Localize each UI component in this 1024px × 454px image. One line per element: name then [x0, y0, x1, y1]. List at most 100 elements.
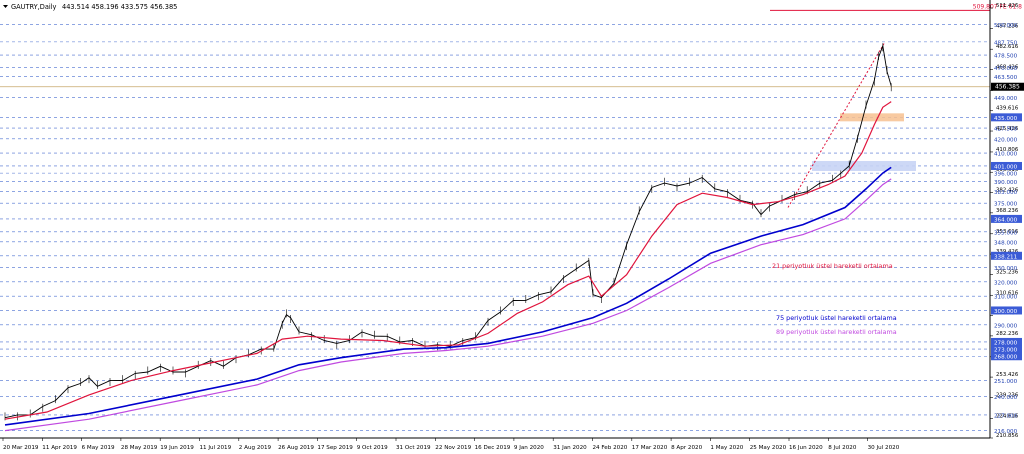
level-label-bg — [991, 214, 1022, 223]
time-tick-label: 17 Sep 2019 — [317, 445, 353, 451]
level-label: 251.000 — [994, 379, 1018, 385]
level-label: 420.000 — [994, 137, 1018, 143]
time-tick-label: 8 Jul 2020 — [828, 445, 857, 451]
level-label: 487.750 — [994, 40, 1018, 46]
time-tick-label: 8 Apr 2020 — [671, 445, 702, 451]
level-label: 348.000 — [994, 240, 1018, 246]
time-tick-label: 16 Jun 2020 — [789, 445, 823, 451]
ohlc-label: 443.514 458.196 433.575 456.385 — [62, 3, 177, 11]
price-tick-label: 353.616 — [996, 229, 1019, 235]
time-tick-label: 1 May 2020 — [710, 445, 743, 451]
time-tick-label: 25 May 2020 — [750, 445, 787, 451]
legend: 21 periyotluk üstel hareketli ortalama 7… — [772, 262, 897, 336]
legend-ema21: 21 periyotluk üstel hareketli ortalama — [772, 262, 893, 270]
level-label: 273.000 — [994, 348, 1018, 354]
level-label: 478.500 — [994, 54, 1018, 60]
price-tick-label: 439.616 — [996, 106, 1019, 112]
level-label: 435.000 — [994, 116, 1018, 122]
chevron-down-icon[interactable] — [3, 5, 8, 8]
price-tick-label: 410.806 — [996, 147, 1019, 153]
symbol-label: GAUTRY,Daily — [11, 3, 57, 11]
level-label: 410.000 — [994, 152, 1018, 158]
level-label: 500.000 — [994, 23, 1018, 29]
level-label: 364.000 — [994, 217, 1018, 223]
price-tick-label: 482.616 — [996, 44, 1019, 50]
level-label: 401.000 — [994, 164, 1018, 170]
ma-line-1 — [4, 101, 892, 420]
chart-header: GAUTRY,Daily 443.514 458.196 433.575 456… — [3, 3, 177, 11]
time-tick-label: 24 Feb 2020 — [593, 445, 628, 451]
legend-ema89: 89 periyotluk üstel hareketli ortalama — [776, 328, 897, 336]
support-band — [812, 160, 916, 171]
price-tick-label: 468.426 — [996, 65, 1019, 71]
ma-line-2 — [4, 166, 892, 426]
time-tick-label: 30 Jul 2020 — [868, 445, 900, 451]
time-tick-label: 22 Nov 2019 — [435, 445, 471, 451]
level-label: 449.000 — [994, 96, 1018, 102]
level-label-bg — [991, 251, 1022, 260]
level-label-bg — [991, 113, 1022, 122]
price-tick-label: 396.616 — [996, 167, 1019, 173]
level-label: 338.211 — [994, 254, 1018, 260]
price-tick-label: 253.426 — [996, 372, 1019, 378]
moving-averages — [4, 101, 892, 432]
time-tick-label: 9 Jan 2020 — [514, 445, 544, 451]
time-tick-label: 28 May 2019 — [121, 445, 158, 451]
time-tick-label: 17 Mar 2020 — [632, 445, 668, 451]
level-label: 427.500 — [994, 127, 1018, 133]
level-label-bg — [991, 345, 1022, 354]
level-label: 396.000 — [994, 172, 1018, 178]
level-label: 268.000 — [994, 355, 1018, 361]
level-label: 390.000 — [994, 180, 1018, 186]
price-tick-label: 425.426 — [996, 126, 1019, 132]
fibonacci-expansion: 509.807 FE 61.8 — [770, 3, 1022, 208]
level-label-bg — [991, 352, 1022, 361]
current-price-label: 456.385 — [995, 84, 1020, 91]
level-label-bg — [991, 337, 1022, 346]
level-label: 227.000 — [994, 413, 1018, 419]
time-tick-label: 31 Jan 2020 — [553, 445, 587, 451]
time-tick-label: 6 May 2019 — [82, 445, 115, 451]
level-label: 216.000 — [994, 429, 1018, 435]
level-label: 300.000 — [994, 309, 1018, 315]
time-tick-label: 16 Dec 2019 — [475, 445, 511, 451]
level-label: 463.500 — [994, 75, 1018, 81]
resistance-band — [840, 113, 904, 122]
level-label: 240.000 — [994, 395, 1018, 401]
time-tick-label: 11 Apr 2019 — [42, 445, 77, 451]
level-label: 310.000 — [994, 295, 1018, 301]
time-tick-label: 11 Jul 2019 — [200, 445, 232, 451]
level-label-bg — [991, 161, 1022, 170]
ma-line-3 — [4, 178, 892, 432]
time-tick-label: 26 Aug 2019 — [278, 445, 314, 451]
time-tick-label: 9 Oct 2019 — [357, 445, 388, 451]
price-tick-label: 239.236 — [996, 392, 1019, 398]
price-tick-label: 497.236 — [996, 23, 1019, 29]
level-label: 383.000 — [994, 190, 1018, 196]
current-price-badge — [991, 82, 1024, 91]
support-resistance-bands — [812, 113, 916, 171]
level-label: 290.000 — [994, 323, 1018, 329]
level-label: 320.000 — [994, 280, 1018, 286]
time-tick-label: 2 Aug 2019 — [239, 445, 272, 451]
price-tick-label: 310.616 — [996, 290, 1019, 296]
time-tick-label: 31 Oct 2019 — [396, 445, 431, 451]
price-tick-label: 382.426 — [996, 188, 1019, 194]
time-axis-ticks: 20 Mar 2019 11 Apr 2019 6 May 2019 28 May 2… — [2, 438, 900, 451]
level-label: 355.000 — [994, 230, 1018, 236]
level-label: 278.000 — [994, 340, 1018, 346]
level-labels: 500.000 487.750 478.500 470.000 463.500 449.0… — [991, 23, 1022, 435]
price-tick-label: 224.616 — [996, 413, 1019, 419]
time-tick-label: 20 Mar 2019 — [3, 445, 39, 451]
price-tick-label: 210.856 — [996, 433, 1019, 439]
legend-ema75: 75 periyotluk üstel hareketli ortalama — [776, 314, 897, 322]
price-tick-label: 325.236 — [996, 269, 1019, 275]
level-label-bg — [991, 306, 1022, 315]
level-label: 375.000 — [994, 202, 1018, 208]
price-tick-label: 511.426 — [996, 3, 1019, 9]
price-tick-label: 282.236 — [996, 331, 1019, 337]
level-label: 330.000 — [994, 266, 1018, 272]
